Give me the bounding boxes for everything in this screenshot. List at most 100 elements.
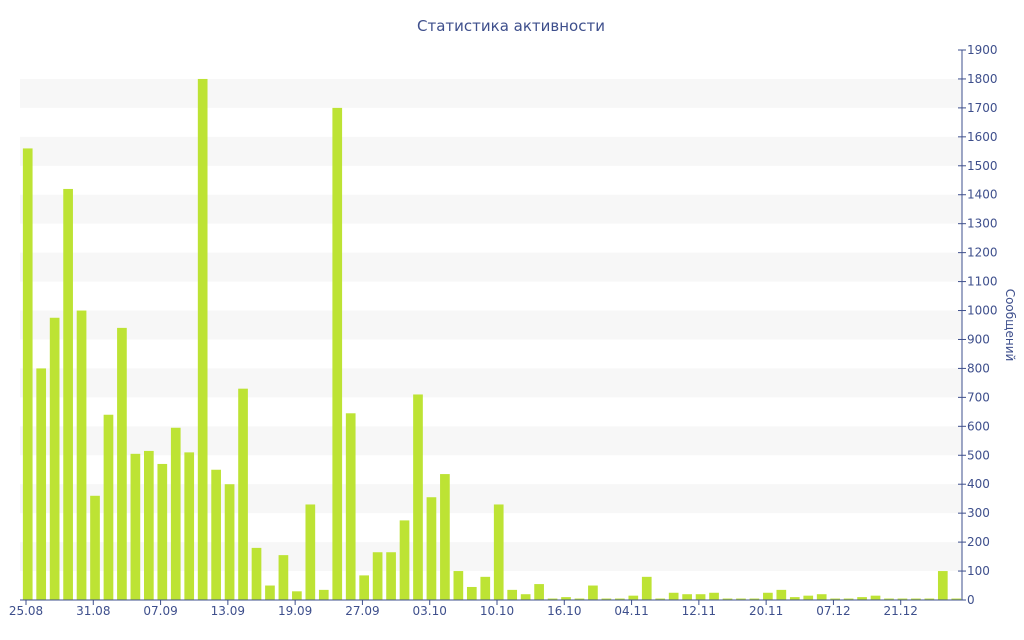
bar [224, 484, 235, 600]
bar [709, 592, 719, 600]
x-tick-label: 19.09 [278, 604, 312, 618]
y-tick-label: 1200 [967, 246, 998, 260]
x-tick-label: 27.09 [345, 604, 379, 618]
bar [937, 571, 948, 600]
grid-band [20, 194, 962, 224]
x-tick-label: 13.09 [211, 604, 245, 618]
y-tick-label: 600 [967, 419, 990, 433]
bar [924, 598, 935, 600]
bar [278, 555, 289, 600]
y-tick-label: 1300 [967, 217, 998, 231]
x-tick-label: 07.09 [143, 604, 177, 618]
bar [130, 453, 141, 600]
bar [668, 592, 679, 600]
bar [574, 598, 585, 600]
bar [251, 547, 262, 600]
x-tick-label: 10.10 [480, 604, 514, 618]
bar [359, 575, 369, 600]
bar [157, 463, 168, 600]
bar [36, 368, 47, 600]
y-axis-label: Сообщений [1003, 289, 1017, 362]
bar [372, 552, 383, 600]
grid-band [20, 310, 962, 340]
y-tick-label: 1800 [967, 72, 998, 86]
grid-band [20, 252, 962, 282]
y-tick-label: 1100 [967, 275, 998, 289]
grid-bands [20, 78, 962, 572]
bar [884, 598, 894, 600]
bar [857, 597, 867, 600]
x-axis: 25.08 31.08 07.09 13.09 19.09 27.09 03.10 10.10… [9, 599, 962, 618]
bar [789, 597, 800, 600]
bar [305, 504, 316, 600]
bar [763, 592, 773, 600]
y-tick-label: 300 [967, 506, 990, 520]
bar [426, 497, 437, 600]
bar [292, 591, 302, 600]
bar [561, 597, 571, 600]
y-tick-label: 1400 [967, 188, 998, 202]
grid-band [20, 426, 962, 456]
y-tick-label: 1500 [967, 159, 998, 173]
bar [22, 148, 33, 601]
grid-band [20, 78, 962, 108]
y-axis: 0 100 200 300 400 500 600 700 800 900 1000 1100 1200… [958, 43, 998, 607]
x-tick-label: 07.12 [816, 604, 850, 618]
bar [413, 394, 423, 600]
x-tick-label: 04.11 [614, 604, 648, 618]
bar [547, 598, 558, 600]
y-tick-label: 1000 [967, 304, 998, 318]
bar [655, 598, 666, 600]
bar [345, 413, 356, 600]
bar [197, 78, 208, 600]
bar [117, 327, 127, 600]
x-tick-label: 16.10 [547, 604, 581, 618]
bar [386, 552, 396, 600]
bars-group [22, 78, 962, 601]
bar [911, 598, 921, 600]
x-tick-label: 21.12 [884, 604, 918, 618]
y-tick-label: 1900 [967, 43, 998, 57]
y-tick-label: 800 [967, 361, 990, 375]
bar [736, 598, 746, 600]
x-tick-label: 25.08 [9, 604, 43, 618]
bar [144, 450, 154, 600]
bar [507, 589, 518, 600]
bar [211, 469, 221, 600]
bar [641, 576, 652, 600]
chart-title: Статистика активности [417, 17, 605, 35]
bar [534, 584, 544, 600]
bar [951, 598, 962, 600]
y-tick-label: 1700 [967, 101, 998, 115]
bar [332, 107, 343, 600]
bar [843, 598, 854, 600]
bar [803, 595, 814, 600]
bar [601, 598, 612, 600]
x-tick-label: 03.10 [413, 604, 447, 618]
bar [628, 595, 639, 600]
x-tick-label: 31.08 [76, 604, 110, 618]
bar [103, 414, 114, 600]
bar [184, 452, 195, 600]
bar [466, 586, 477, 600]
bar [897, 598, 908, 600]
y-tick-label: 500 [967, 448, 990, 462]
y-tick-label: 0 [967, 593, 975, 607]
y-tick-label: 100 [967, 564, 990, 578]
grid-band [20, 368, 962, 398]
bar [265, 585, 275, 600]
y-tick-label: 200 [967, 535, 990, 549]
bar [493, 504, 504, 600]
grid-band [20, 136, 962, 166]
x-tick-label: 12.11 [682, 604, 716, 618]
bar [722, 598, 733, 600]
bar [238, 388, 248, 600]
y-tick-label: 1600 [967, 130, 998, 144]
bar [318, 589, 329, 600]
bar [440, 474, 450, 600]
bar [830, 598, 840, 600]
bar [615, 598, 625, 600]
bar [49, 317, 60, 600]
y-tick-label: 700 [967, 390, 990, 404]
